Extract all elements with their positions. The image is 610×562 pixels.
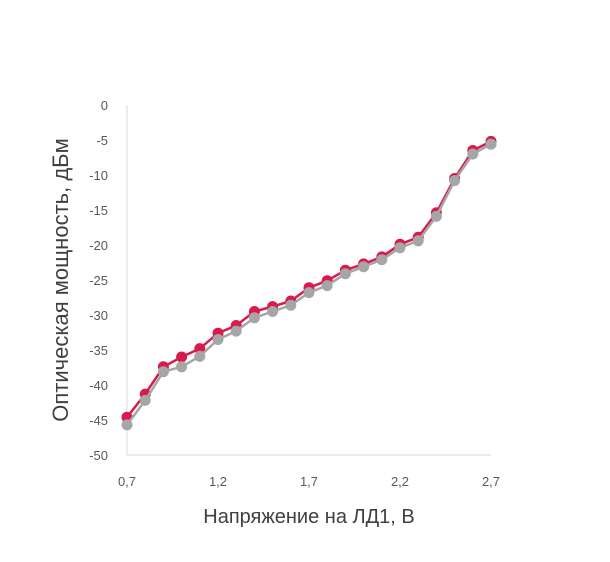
series-2-point (285, 299, 297, 311)
series-2-point (449, 175, 461, 187)
y-tick-label: -15 (89, 203, 108, 218)
x-tick-label: 2,7 (482, 474, 500, 489)
series-2-point (321, 280, 333, 292)
y-tick-labels: 0 -5 -10 -15 -20 -25 -30 -35 -40 -45 -50 (89, 98, 108, 463)
y-tick-label: -30 (89, 308, 108, 323)
series-1-point (194, 343, 206, 355)
series-2-point (358, 261, 370, 273)
y-tick-label: -45 (89, 413, 108, 428)
series-2-point (303, 287, 315, 299)
series-2-point (485, 138, 497, 150)
series-2-point (139, 394, 151, 406)
series-layer (121, 135, 497, 431)
series-2-point (467, 148, 479, 160)
series-2-point (176, 361, 188, 373)
series-2-point (394, 242, 406, 254)
y-tick-label: 0 (101, 98, 108, 113)
x-tick-label: 1,2 (209, 474, 227, 489)
x-tick-label: 0,7 (118, 474, 136, 489)
series-2-point (430, 210, 442, 222)
series-2-point (376, 254, 388, 266)
y-axis-title: Оптическая мощность, дБм (48, 138, 73, 421)
y-tick-label: -25 (89, 273, 108, 288)
series-2-point (248, 312, 260, 324)
series-2-point (194, 350, 206, 362)
x-tick-labels: 0,7 1,2 1,7 2,2 2,7 (118, 474, 500, 489)
y-tick-label: -50 (89, 448, 108, 463)
series-2-point (121, 419, 133, 431)
series-2-point (157, 366, 169, 378)
y-tick-label: -35 (89, 343, 108, 358)
series-2-point (230, 325, 242, 337)
series-2-point (339, 268, 351, 280)
x-tick-label: 1,7 (300, 474, 318, 489)
series-1-line (126, 140, 492, 418)
x-axis-title: Напряжение на ЛД1, В (203, 506, 415, 528)
series-2-point (212, 334, 224, 345)
series-1-point (176, 351, 188, 363)
series-2-point (412, 235, 424, 247)
y-tick-label: -20 (89, 238, 108, 253)
x-tick-label: 2,2 (391, 474, 409, 489)
y-tick-label: -10 (89, 168, 108, 183)
series-2-point (267, 306, 279, 317)
series-1 (121, 135, 497, 423)
y-tick-label: -40 (89, 378, 108, 393)
series-2 (121, 138, 497, 431)
y-tick-label: -5 (96, 133, 108, 148)
